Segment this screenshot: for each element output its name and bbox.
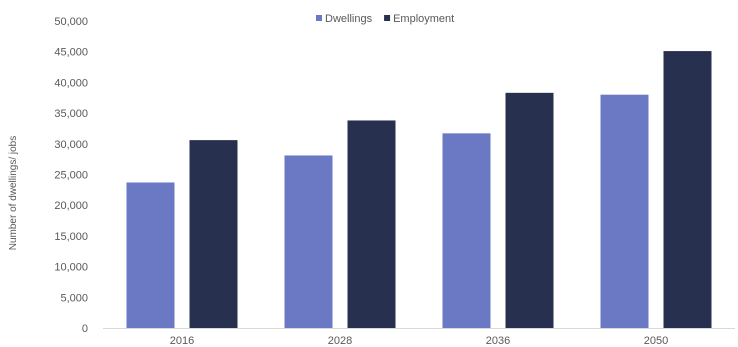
x-tick-label: 2050 <box>644 335 668 347</box>
y-tick-label: 5,000 <box>60 292 88 304</box>
y-tick-label: 0 <box>82 323 88 335</box>
y-tick-label: 30,000 <box>54 139 88 151</box>
y-tick-label: 10,000 <box>54 262 88 274</box>
y-tick-label: 50,000 <box>54 16 88 28</box>
legend-label: Employment <box>393 13 454 25</box>
bar-employment-2028 <box>347 120 396 328</box>
bars <box>126 51 712 329</box>
legend: Dwellings Employment <box>316 13 454 25</box>
y-tick-label: 35,000 <box>54 108 88 120</box>
bar-dwellings-2050 <box>600 94 649 329</box>
y-axis-title: Number of dwellings/ jobs <box>8 136 19 251</box>
legend-swatch <box>316 15 322 21</box>
x-tick-label: 2028 <box>328 335 352 347</box>
bar-employment-2050 <box>663 51 712 328</box>
x-axis-ticks: 2016 2028 2036 2050 <box>170 335 668 347</box>
y-tick-label: 25,000 <box>54 170 88 182</box>
legend-swatch <box>384 15 391 21</box>
bar-employment-2016 <box>189 140 238 328</box>
x-tick-label: 2036 <box>486 335 510 347</box>
bar-dwellings-2016 <box>126 182 175 328</box>
y-tick-label: 20,000 <box>54 200 88 212</box>
bar-dwellings-2036 <box>442 133 491 328</box>
bar-dwellings-2028 <box>284 155 333 328</box>
bar-employment-2036 <box>505 92 554 328</box>
y-axis-ticks: 0 5,000 10,000 15,000 20,000 25,000 30,000 35,0… <box>54 16 88 335</box>
y-tick-label: 15,000 <box>54 231 88 243</box>
legend-label: Dwellings <box>325 13 373 25</box>
y-tick-label: 40,000 <box>54 77 88 89</box>
y-tick-label: 45,000 <box>54 47 88 59</box>
x-tick-label: 2016 <box>170 335 194 347</box>
